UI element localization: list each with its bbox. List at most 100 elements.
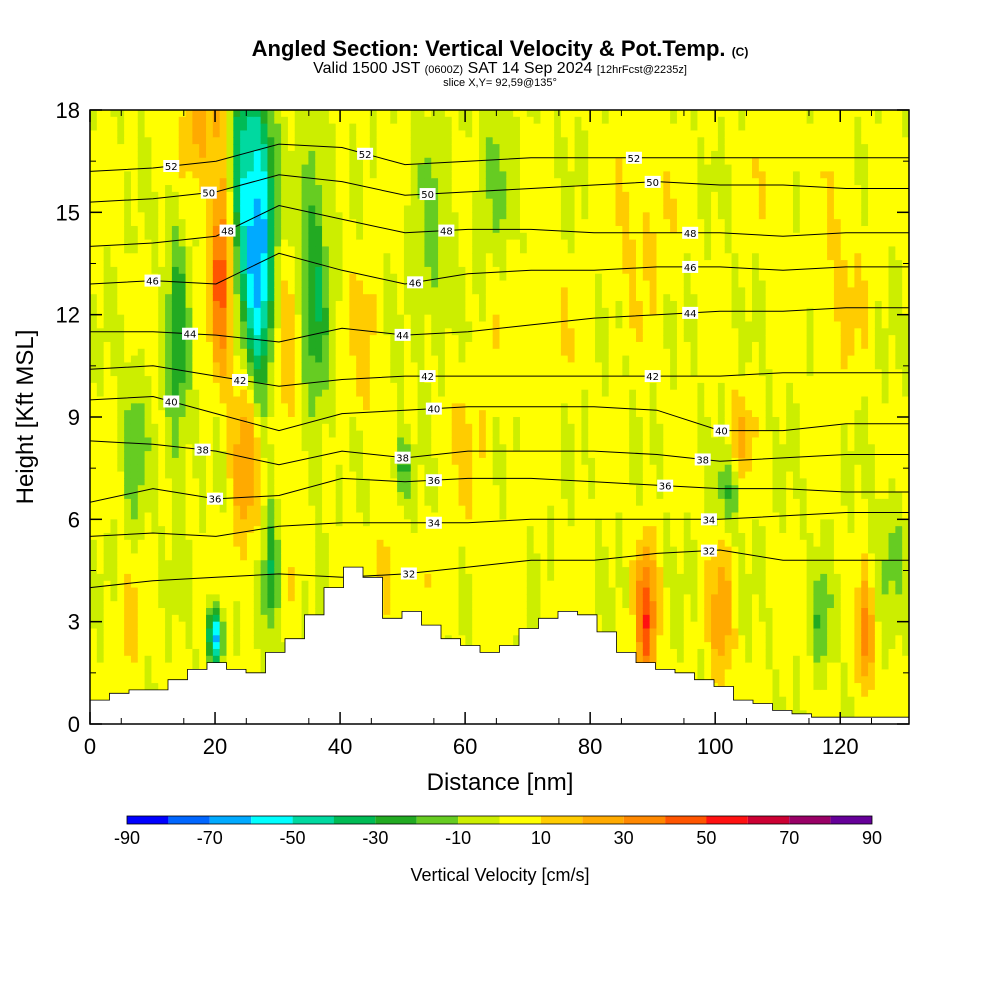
field-cell [328, 423, 337, 432]
field-cell [171, 198, 180, 207]
field-cell [383, 225, 391, 234]
field-cell [246, 328, 255, 336]
field-cell [130, 669, 139, 677]
field-cell [117, 532, 125, 541]
field-cell [410, 396, 419, 404]
field-cell [390, 260, 398, 268]
field-cell [397, 287, 405, 295]
field-cell [294, 594, 303, 602]
field-cell [144, 573, 153, 582]
field-cell [390, 410, 398, 418]
field-cell [376, 430, 385, 439]
field-cell [383, 546, 391, 555]
field-cell [315, 594, 323, 602]
field-cell [192, 314, 200, 323]
field-cell [335, 512, 344, 520]
field-cell [287, 137, 296, 145]
field-cell [451, 430, 460, 439]
field-cell [171, 362, 180, 370]
field-cell [96, 239, 105, 248]
field-cell [281, 212, 289, 220]
field-cell [356, 478, 364, 486]
field-cell [383, 410, 391, 418]
field-cell [335, 246, 344, 254]
field-cell [219, 567, 228, 575]
field-cell [315, 437, 323, 445]
field-cell [219, 478, 228, 486]
field-cell [342, 205, 350, 213]
field-cell [294, 512, 303, 520]
field-cell [356, 437, 364, 445]
field-cell [233, 382, 241, 391]
field-cell [465, 314, 473, 323]
field-cell [90, 110, 98, 118]
field-cell [403, 321, 412, 329]
field-cell [246, 266, 255, 275]
field-cell [110, 225, 118, 234]
field-cell [130, 376, 139, 384]
field-cell [410, 123, 419, 132]
field-cell [178, 417, 187, 425]
field-cell [165, 505, 173, 514]
field-cell [117, 253, 125, 261]
field-cell [226, 369, 234, 377]
field-cell [410, 294, 419, 302]
field-cell [424, 567, 432, 575]
field-cell [444, 403, 453, 411]
field-cell [369, 253, 378, 261]
field-cell [226, 396, 234, 404]
field-cell [308, 212, 316, 220]
field-cell [165, 328, 173, 336]
field-cell [260, 478, 269, 486]
field-cell [274, 287, 282, 295]
field-cell [206, 205, 214, 213]
field-cell [349, 362, 357, 370]
field-cell [130, 266, 139, 275]
field-cell [287, 150, 296, 159]
field-cell [260, 614, 269, 623]
field-cell [130, 205, 139, 213]
field-cell [137, 150, 146, 159]
field-cell [192, 532, 200, 541]
field-cell [417, 301, 426, 309]
field-cell [137, 185, 146, 193]
field-cell [124, 621, 132, 630]
field-cell [458, 355, 466, 364]
field-cell [274, 164, 282, 172]
field-cell [199, 403, 207, 411]
field-cell [253, 444, 262, 452]
field-cell [219, 539, 228, 548]
field-cell [226, 492, 234, 500]
field-cell [144, 137, 153, 145]
field-cell [103, 526, 112, 534]
field-cell [260, 314, 269, 323]
field-cell [124, 498, 132, 507]
field-cell [315, 608, 323, 616]
field-cell [199, 232, 207, 241]
field-cell [281, 601, 289, 609]
field-cell [458, 389, 466, 398]
field-cell [267, 341, 275, 350]
field-cell [403, 410, 412, 418]
field-cell [397, 137, 405, 145]
field-cell [103, 601, 112, 609]
field-cell [315, 219, 323, 227]
field-cell [199, 410, 207, 418]
field-cell [110, 294, 118, 302]
field-cell [267, 185, 275, 193]
field-cell [124, 246, 132, 254]
field-cell [233, 437, 241, 445]
field-cell [260, 451, 269, 459]
field-cell [124, 198, 132, 207]
field-cell [253, 389, 262, 398]
field-cell [431, 526, 439, 534]
field-cell [301, 273, 309, 282]
field-cell [192, 505, 200, 514]
field-cell [212, 260, 221, 268]
field-cell [144, 260, 153, 268]
field-cell [431, 260, 439, 268]
field-cell [226, 601, 234, 609]
field-cell [117, 635, 125, 643]
field-cell [451, 266, 460, 275]
field-cell [117, 614, 125, 623]
